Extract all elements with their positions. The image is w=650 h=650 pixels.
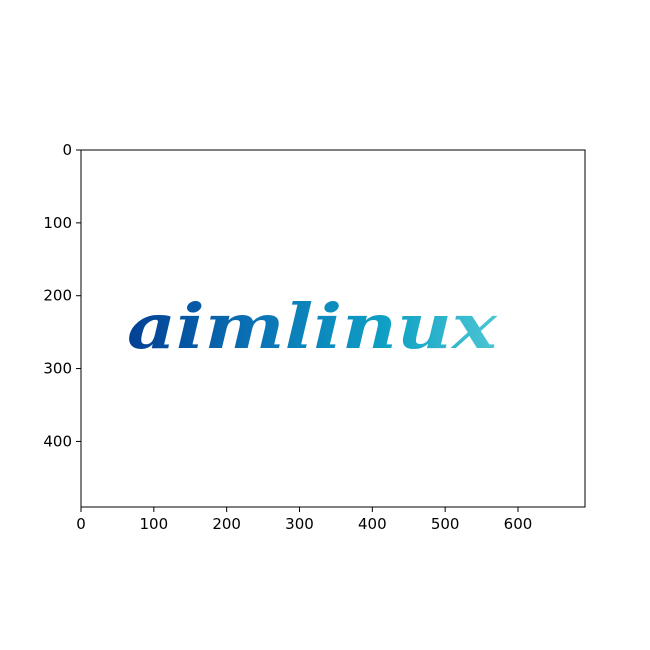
axes-frame xyxy=(80,149,586,508)
x-axis: 0 100 200 300 400 500 600 xyxy=(76,507,532,533)
handwriting-text: aimlinux xyxy=(127,290,498,363)
x-tick-label: 600 xyxy=(504,515,533,533)
x-tick-label: 0 xyxy=(76,515,86,533)
x-tick-label: 200 xyxy=(212,515,241,533)
plot-area xyxy=(81,150,585,507)
handwriting-image: aimlinux xyxy=(127,290,498,363)
x-tick-label: 500 xyxy=(431,515,460,533)
y-tick-label: 400 xyxy=(43,432,72,450)
y-tick-label: 300 xyxy=(43,360,72,378)
y-tick-label: 200 xyxy=(43,287,72,305)
x-tick-label: 400 xyxy=(358,515,387,533)
y-tick-label: 0 xyxy=(62,141,72,159)
x-tick-label: 300 xyxy=(285,515,314,533)
y-axis: 0 100 200 300 400 xyxy=(43,141,81,450)
x-tick-label: 100 xyxy=(140,515,169,533)
y-tick-label: 100 xyxy=(43,214,72,232)
